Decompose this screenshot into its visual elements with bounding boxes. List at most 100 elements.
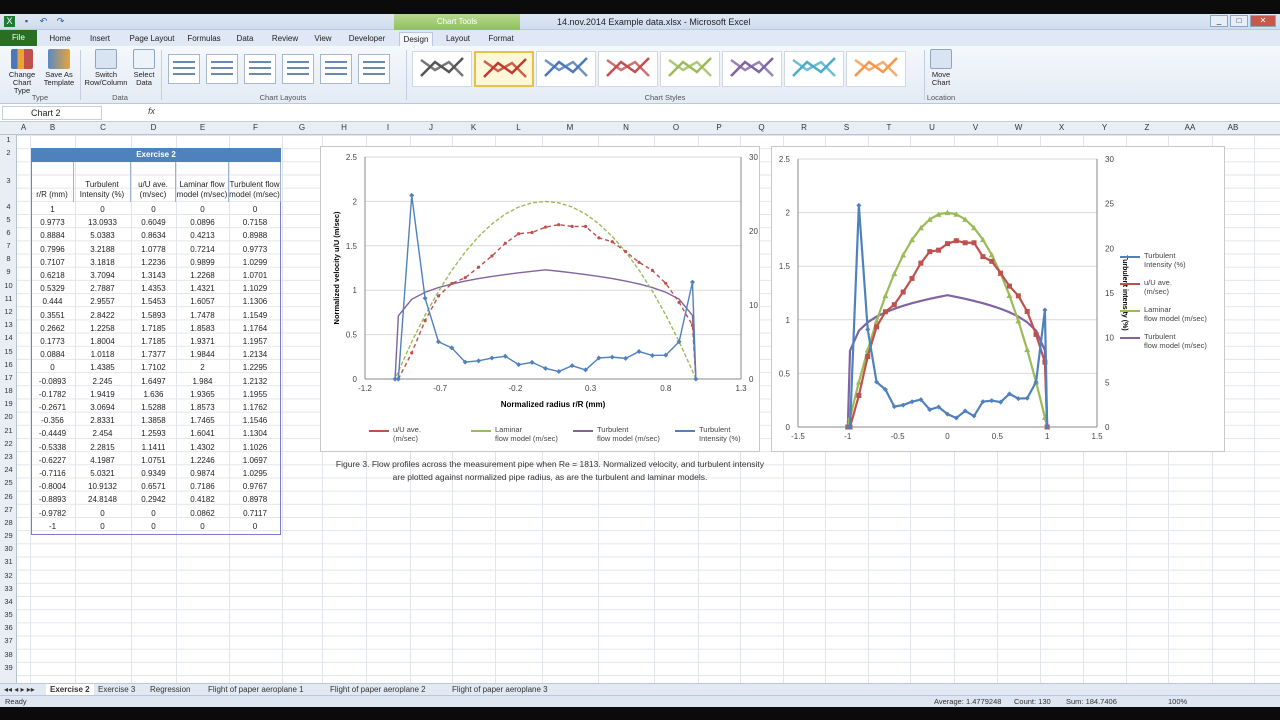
table-cell[interactable]: 1.0751 (141, 455, 166, 465)
column-header[interactable]: M (566, 123, 574, 132)
table-cell[interactable]: 2.8422 (90, 310, 115, 320)
table-cell[interactable]: 1.2246 (190, 455, 215, 465)
table-cell[interactable]: 2 (200, 363, 205, 373)
table-cell[interactable]: 1.7102 (141, 363, 166, 373)
row-header[interactable]: 36 (4, 623, 13, 633)
column-header[interactable]: X (1058, 123, 1065, 132)
table-cell[interactable]: 1.2295 (242, 363, 268, 373)
fx-label[interactable]: fx (148, 106, 156, 116)
table-cell[interactable]: 0.6571 (141, 482, 166, 492)
table-cell[interactable]: 0.2942 (141, 495, 166, 505)
table-cell[interactable]: 1.2593 (141, 429, 166, 439)
row-header[interactable]: 37 (4, 636, 13, 646)
table-cell[interactable]: 1.636 (143, 389, 164, 399)
table-cell[interactable]: 0.8634 (141, 231, 166, 241)
tab-home[interactable]: Home (49, 34, 71, 43)
table-header[interactable]: Turbulent Intensity (%) (74, 162, 131, 202)
table-cell[interactable]: 1.6057 (190, 297, 215, 307)
row-header[interactable]: 18 (4, 386, 13, 396)
table-cell[interactable]: 0 (200, 205, 205, 214)
column-header[interactable]: A (20, 123, 27, 132)
tab-data[interactable]: Data (236, 34, 254, 43)
table-header[interactable]: r/R (mm) (31, 162, 74, 202)
row-header[interactable]: 4 (6, 201, 11, 211)
select-data-button[interactable]: Select Data (131, 49, 157, 87)
row-header[interactable]: 11 (4, 293, 13, 303)
tab-file[interactable]: File (0, 30, 37, 46)
table-cell[interactable]: 4.1987 (90, 455, 115, 465)
table-cell[interactable]: -0.1782 (38, 389, 67, 399)
column-header[interactable]: Z (1144, 123, 1150, 132)
table-cell[interactable]: 0.9874 (190, 469, 215, 478)
chart-style-option[interactable] (598, 51, 658, 87)
table-cell[interactable]: 3.2188 (90, 244, 115, 254)
column-header[interactable]: H (341, 123, 347, 132)
table-cell[interactable]: -0.0893 (38, 376, 67, 386)
table-cell[interactable]: 1.9419 (90, 389, 115, 399)
column-header[interactable]: F (253, 123, 258, 132)
table-cell[interactable]: 1.0295 (242, 469, 268, 478)
row-header[interactable]: 3 (6, 176, 11, 186)
row-header[interactable]: 9 (6, 267, 11, 277)
chart-layout-option[interactable] (358, 54, 390, 84)
table-cell[interactable]: 1.0118 (90, 350, 115, 360)
column-header[interactable]: U (929, 123, 935, 132)
column-header[interactable]: V (972, 123, 979, 132)
table-cell[interactable]: -0.2671 (38, 403, 67, 412)
tab-review[interactable]: Review (271, 34, 299, 43)
table-cell[interactable]: 1.1304 (242, 429, 268, 439)
sheet-nav-icon[interactable]: ◂◂ ◂ ▸ ▸▸ (4, 685, 35, 694)
column-header[interactable]: K (470, 123, 477, 132)
table-cell[interactable]: 0.444 (42, 297, 63, 307)
redo-icon[interactable]: ↷ (56, 16, 65, 26)
row-header[interactable]: 38 (4, 649, 13, 659)
table-cell[interactable]: 0 (151, 508, 156, 518)
table-cell[interactable]: 1.8004 (90, 337, 115, 346)
table-cell[interactable]: 0.0884 (40, 350, 65, 360)
table-cell[interactable]: 2.7887 (90, 284, 115, 294)
row-header[interactable]: 27 (4, 504, 13, 514)
table-cell[interactable]: 5.0321 (90, 469, 115, 478)
table-cell[interactable]: 1.7185 (141, 337, 166, 346)
column-header[interactable]: N (623, 123, 629, 132)
table-cell[interactable]: 3.0694 (90, 403, 115, 412)
table-cell[interactable]: 1.7377 (141, 350, 166, 360)
table-cell[interactable]: 5.0383 (90, 231, 115, 241)
table-cell[interactable]: -0.9782 (38, 508, 67, 518)
table-cell[interactable]: 0.3551 (40, 310, 65, 320)
close-icon[interactable]: ✕ (1250, 15, 1276, 27)
table-cell[interactable]: 0.0896 (190, 218, 215, 228)
table-header[interactable]: u/U ave. (m/sec) (131, 162, 176, 202)
table-cell[interactable]: 0.0862 (190, 508, 215, 518)
row-header[interactable]: 10 (4, 280, 13, 290)
table-cell[interactable]: 0.6049 (141, 218, 166, 228)
sheet-tab[interactable]: Flight of paper aeroplane 2 (330, 685, 426, 694)
table-cell[interactable]: 0.6218 (40, 271, 65, 280)
row-header[interactable]: 31 (4, 557, 13, 567)
table-cell[interactable]: 1.5893 (141, 310, 166, 320)
table-cell[interactable]: 0 (50, 363, 55, 373)
column-header[interactable]: T (886, 123, 892, 132)
maximize-icon[interactable]: □ (1230, 15, 1248, 27)
row-header[interactable]: 35 (4, 610, 13, 620)
row-header[interactable]: 39 (4, 662, 13, 672)
row-header[interactable]: 13 (4, 320, 13, 330)
tab-layout[interactable]: Layout (445, 34, 471, 43)
table-cell[interactable]: -0.5338 (38, 442, 67, 452)
sheet-tab[interactable]: Exercise 3 (98, 685, 136, 694)
table-cell[interactable]: 0.8978 (242, 495, 268, 505)
row-header[interactable]: 33 (4, 583, 13, 593)
tab-view[interactable]: View (314, 34, 332, 43)
table-cell[interactable]: 1.1026 (242, 442, 268, 452)
table-cell[interactable]: 1.1764 (242, 323, 268, 333)
table-cell[interactable]: 1.0778 (141, 244, 166, 254)
tab-format[interactable]: Format (488, 34, 514, 43)
table-cell[interactable]: 0.7186 (190, 482, 215, 492)
table-cell[interactable]: 1.0701 (242, 271, 268, 280)
table-cell[interactable]: 0.7214 (190, 244, 215, 254)
tab-page-layout[interactable]: Page Layout (129, 34, 175, 43)
row-header[interactable]: 29 (4, 531, 13, 541)
table-cell[interactable]: 3.1818 (90, 257, 115, 267)
table-cell[interactable]: 0 (252, 521, 258, 531)
row-header[interactable]: 14 (4, 333, 13, 343)
